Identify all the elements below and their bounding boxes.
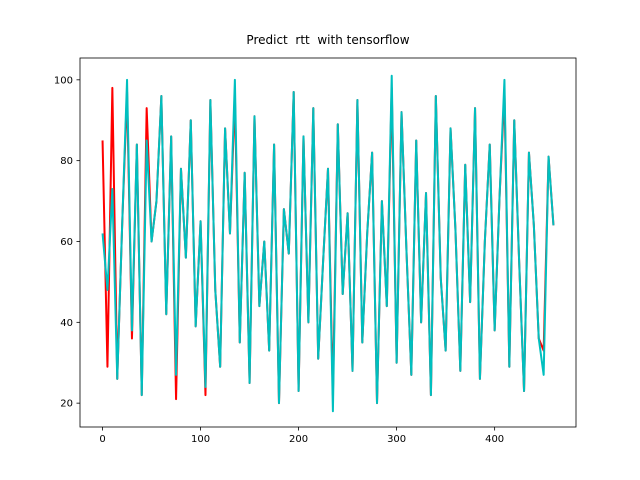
x-tick-label: 100: [191, 434, 210, 445]
y-tick-label: 20: [60, 399, 73, 410]
y-tick-label: 60: [60, 237, 73, 248]
y-tick-label: 40: [60, 318, 73, 329]
chart-title: Predict rtt with tensorflow: [246, 33, 409, 47]
plot-frame: [79, 57, 577, 428]
x-tick-label: 200: [289, 434, 308, 445]
x-tick-label: 400: [485, 434, 504, 445]
x-tick-label: 0: [99, 434, 105, 445]
series-line: [101, 86, 555, 405]
y-tick-label: 80: [60, 156, 73, 167]
series-line: [101, 74, 555, 413]
y-tick-label: 100: [54, 75, 73, 86]
x-tick-label: 300: [387, 434, 406, 445]
